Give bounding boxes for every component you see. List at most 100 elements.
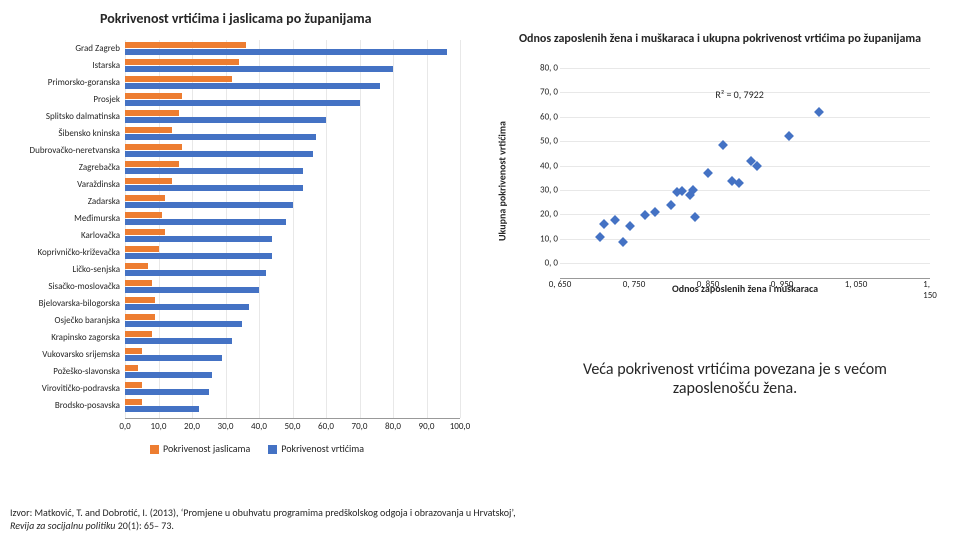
bar-row: Varaždinska (10, 176, 460, 193)
scatter-x-label: Odnos zaposlenih žena i muškaraca (560, 282, 930, 295)
bar-row: Ličko-senjska (10, 261, 460, 278)
scatter-point (610, 215, 620, 225)
source-citation: Izvor: Matković, T. and Dobrotić, I. (20… (10, 507, 530, 532)
bar-segment (125, 161, 179, 167)
bar-row: Karlovačka (10, 227, 460, 244)
bar-segment (125, 100, 360, 106)
bar-segment (125, 399, 142, 405)
bar-row-label: Osječko baranjska (10, 315, 125, 326)
bar-segment (125, 365, 138, 371)
scatter-y-tick: 30, 0 (532, 184, 558, 195)
bar-segment (125, 49, 447, 55)
bar-row: Vukovarsko srijemska (10, 346, 460, 363)
bar-x-tick: 70,0 (352, 421, 368, 432)
bar-row: Istarska (10, 57, 460, 74)
bar-row-label: Krapinsko zagorska (10, 332, 125, 343)
r-squared-label: R² = 0, 7922 (715, 88, 763, 101)
bar-row-label: Prosjek (10, 94, 125, 105)
bar-row: Osječko baranjska (10, 312, 460, 329)
bar-row: Zadarska (10, 193, 460, 210)
callout-text: Veća pokrivenost vrtićima povezana je s … (560, 360, 910, 398)
bar-x-tick: 100,0 (450, 421, 471, 432)
bar-row-label: Vukovarsko srijemska (10, 349, 125, 360)
bar-segment (125, 382, 142, 388)
bar-row-label: Primorsko-goranska (10, 77, 125, 88)
bar-segment (125, 195, 165, 201)
bar-row: Zagrebačka (10, 159, 460, 176)
bar-x-tick: 40,0 (251, 421, 267, 432)
bar-row-label: Brodsko-posavska (10, 400, 125, 411)
bar-row-label: Istarska (10, 60, 125, 71)
bar-segment (125, 76, 232, 82)
bar-row: Sisačko-moslovačka (10, 278, 460, 295)
bar-segment (125, 355, 222, 361)
bar-row: Grad Zagreb (10, 40, 460, 57)
bar-segment (125, 202, 293, 208)
scatter-x-axis: 0, 6500, 7500, 8500, 9501, 0501, 150 (560, 278, 930, 279)
source-prefix: Izvor: Matković, T. and Dobrotić, I. (20… (10, 506, 516, 519)
bar-segment (125, 338, 232, 344)
bar-row: Šibensko kninska (10, 125, 460, 142)
bar-row-label: Koprivničko-križevačka (10, 247, 125, 258)
bar-segment (125, 127, 172, 133)
bar-segment (125, 185, 303, 191)
bar-row-label: Zadarska (10, 196, 125, 207)
source-journal: Revija za socijalnu politiku (10, 519, 118, 532)
bar-segment (125, 314, 155, 320)
bar-x-tick: 0,0 (119, 421, 130, 432)
page-title: Pokrivenost vrtićima i jaslicama po župa… (100, 10, 372, 27)
bar-chart: Grad Zagreb Istarska Primorsko-goranska Pro… (10, 40, 460, 470)
bar-segment (125, 219, 286, 225)
bar-row: Koprivničko-križevačka (10, 244, 460, 261)
bar-row-label: Grad Zagreb (10, 43, 125, 54)
bar-segment (125, 280, 152, 286)
bar-segment (125, 229, 165, 235)
bar-row-label: Sisačko-moslovačka (10, 281, 125, 292)
bar-row: Brodsko-posavska (10, 397, 460, 414)
bar-row: Dubrovačko-neretvanska (10, 142, 460, 159)
scatter-y-tick: 0, 0 (532, 258, 558, 269)
scatter-y-tick: 50, 0 (532, 136, 558, 147)
scatter-point (599, 219, 609, 229)
bar-x-tick: 50,0 (285, 421, 301, 432)
bar-row-label: Bjelovarska-bilogorska (10, 298, 125, 309)
bar-x-tick: 20,0 (184, 421, 200, 432)
bar-x-tick: 30,0 (218, 421, 234, 432)
bar-row-label: Ličko-senjska (10, 264, 125, 275)
bar-row: Požeško-slavonska (10, 363, 460, 380)
bar-row-label: Varaždinska (10, 179, 125, 190)
bar-segment (125, 304, 249, 310)
bar-segment (125, 42, 246, 48)
legend-swatch (150, 445, 159, 454)
scatter-title: Odnos zaposlenih žena i muškaraca i ukup… (510, 32, 930, 46)
scatter-y-tick: 70, 0 (532, 87, 558, 98)
bar-segment (125, 134, 316, 140)
bar-segment (125, 168, 303, 174)
scatter-chart: Ukupna pokrivenost vrtićima 0, 010, 020,… (530, 68, 930, 293)
scatter-point (595, 232, 605, 242)
bar-segment (125, 117, 326, 123)
bar-row: Virovitičko-podravska (10, 380, 460, 397)
bar-row-label: Splitsko dalmatinska (10, 111, 125, 122)
legend-item: Pokrivenost vrtićima (268, 442, 364, 455)
bar-segment (125, 297, 155, 303)
scatter-plot-area: 0, 010, 020, 030, 040, 050, 060, 070, 08… (560, 68, 930, 263)
bar-segment (125, 406, 199, 412)
legend-label: Pokrivenost vrtićima (281, 442, 364, 455)
bar-row-label: Dubrovačko-neretvanska (10, 145, 125, 156)
bar-segment (125, 110, 179, 116)
bar-segment (125, 372, 212, 378)
bar-x-tick: 80,0 (385, 421, 401, 432)
bar-segment (125, 59, 239, 65)
scatter-point (784, 131, 794, 141)
scatter-point (666, 200, 676, 210)
scatter-point (814, 107, 824, 117)
scatter-point (703, 168, 713, 178)
bar-segment (125, 83, 380, 89)
legend-item: Pokrivenost jaslicama (150, 442, 250, 455)
bar-x-tick: 90,0 (419, 421, 435, 432)
bar-x-tick: 60,0 (318, 421, 334, 432)
bar-segment (125, 212, 162, 218)
scatter-point (650, 207, 660, 217)
source-suffix: 20(1): 65– 73. (118, 519, 174, 532)
